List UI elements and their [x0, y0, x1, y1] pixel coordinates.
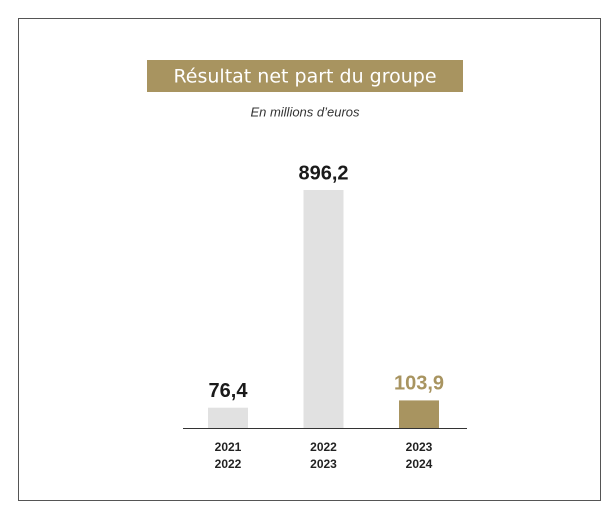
x-tick-label: 2021	[215, 440, 242, 454]
bar	[208, 407, 248, 428]
title-band	[147, 60, 463, 92]
bar	[399, 400, 439, 428]
x-tick-label: 2023	[406, 440, 433, 454]
x-tick-label: 2022	[310, 440, 337, 454]
x-tick-label: 2022	[215, 457, 242, 471]
value-label: 103,9	[394, 373, 444, 395]
x-tick-label: 2024	[406, 457, 433, 471]
x-tick-label: 2023	[310, 457, 337, 471]
value-label: 76,4	[209, 380, 249, 402]
bar	[303, 190, 344, 428]
chart-title: Résultat net part du groupe	[173, 66, 436, 88]
value-label: 896,2	[298, 162, 348, 184]
subtitle: En millions d’euros	[250, 104, 360, 119]
